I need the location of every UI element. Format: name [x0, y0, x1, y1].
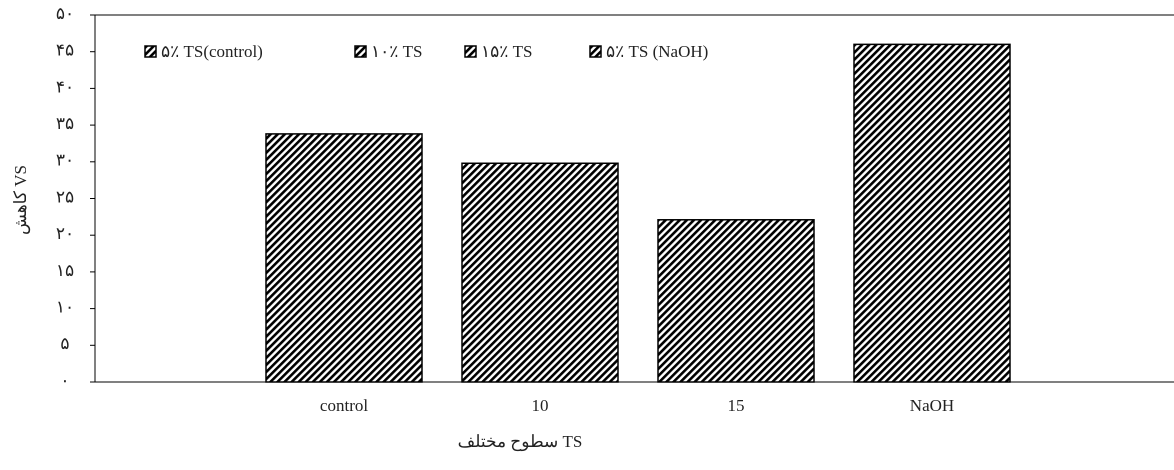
y-tick-label: ۳۵ [56, 114, 74, 133]
y-tick-label: ۲۰ [56, 224, 74, 243]
legend-swatch [464, 45, 477, 58]
x-tick-label: NaOH [910, 396, 954, 415]
y-tick-label: ۴۵ [56, 41, 74, 60]
y-tick-label: ۴۰ [56, 77, 74, 96]
legend-swatch [144, 45, 157, 58]
bar [657, 219, 815, 383]
y-tick-label: ۱۰ [56, 298, 74, 317]
x-axis-label: سطوح مختلف TS [458, 432, 583, 452]
y-tick-label: ۵ [60, 334, 69, 353]
bar [853, 43, 1011, 383]
legend-label: ۵٪ TS (NaOH) [606, 42, 708, 61]
y-axis-label: کاهش VS [11, 165, 31, 235]
y-tick-label: ۲۵ [56, 187, 74, 206]
legend-swatch [589, 45, 602, 58]
legend-label: ۱۵٪ TS [481, 42, 532, 61]
x-tick-label: 15 [728, 396, 745, 415]
x-tick-label: 10 [532, 396, 549, 415]
legend-label: ۵٪ TS(control) [161, 42, 263, 61]
bar [461, 162, 619, 383]
legend-label: ۱۰٪ TS [371, 42, 422, 61]
y-tick-label: ۰ [60, 371, 69, 390]
bar [265, 133, 423, 383]
y-tick-label: ۳۰ [56, 151, 74, 170]
x-tick-label: control [320, 396, 368, 415]
y-tick-label: ۵۰ [56, 4, 74, 23]
legend-swatch [354, 45, 367, 58]
y-tick-label: ۱۵ [56, 261, 74, 280]
